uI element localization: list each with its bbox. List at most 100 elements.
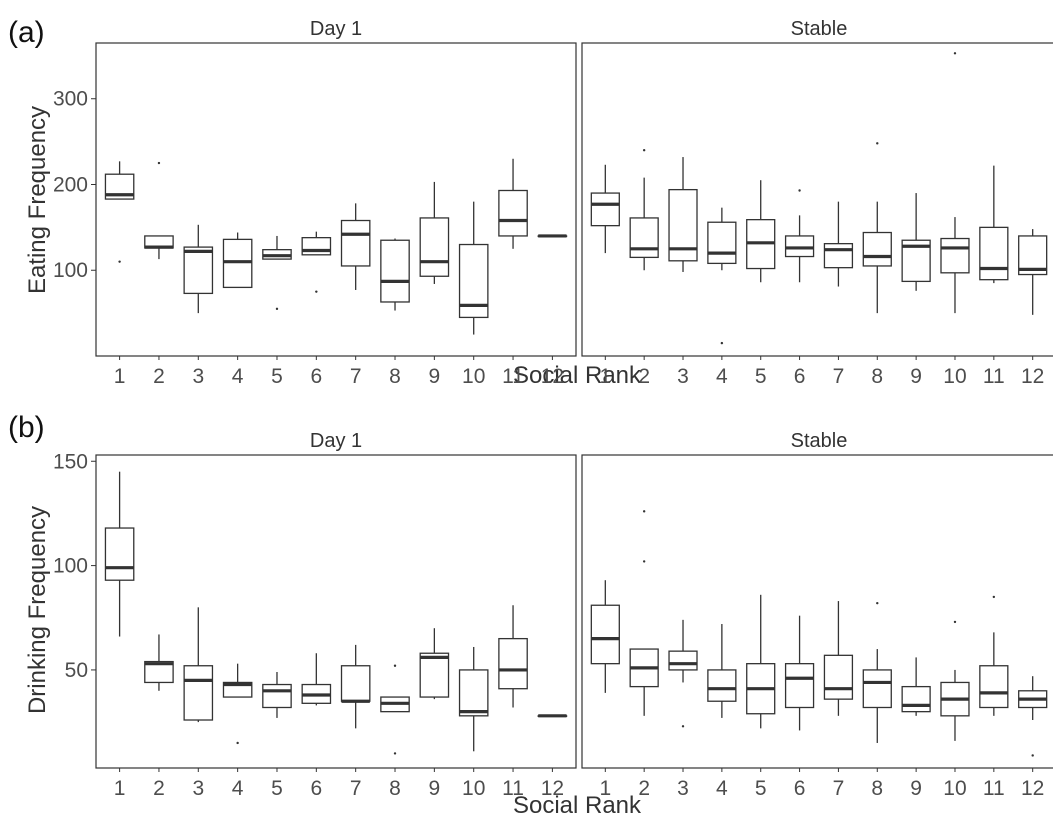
- box-a-stable-10: [940, 52, 970, 314]
- box-b-stable-9: [901, 657, 931, 716]
- box-b-stable-10-outlier-0: [953, 620, 957, 624]
- box-b-stable-4: [707, 624, 737, 718]
- box-b-stable-2-outlier-1: [642, 560, 646, 563]
- box-b-day1-5: [262, 672, 292, 718]
- box-a-stable-6: [784, 189, 815, 283]
- panel-label-a: (a): [8, 16, 45, 49]
- x-tick-label-b-stable-4: 4: [716, 777, 728, 800]
- box-a-stable-8: [862, 142, 892, 314]
- x-tick-label-a-stable-2: 2: [638, 365, 650, 388]
- x-tick-label-b-stable-11: 11: [983, 777, 1005, 800]
- box-b-day1-11: [498, 605, 528, 708]
- box-b-day1-7-iqr: [340, 665, 371, 702]
- box-a-stable-4-outlier-0: [720, 341, 724, 345]
- x-tick-label-a-stable-12: 12: [1021, 365, 1044, 388]
- box-b-stable-7-iqr: [823, 654, 854, 700]
- box-a-day1-6-outlier-0: [315, 290, 318, 293]
- box-b-stable-10: [940, 620, 970, 741]
- box-a-stable-12: [1018, 229, 1048, 315]
- box-a-day1-7-iqr: [340, 219, 371, 267]
- x-tick-label-b-day1-12: 12: [541, 777, 564, 800]
- x-tick-label-b-stable-5: 5: [755, 777, 767, 800]
- box-a-day1-6-iqr: [301, 237, 332, 256]
- box-a-day1-4: [222, 232, 253, 289]
- facet-frame-a-day1: [95, 42, 577, 357]
- x-tick-label-b-day1-4: 4: [232, 777, 244, 800]
- x-tick-label-b-day1-11: 11: [502, 777, 524, 800]
- box-b-stable-6: [784, 615, 815, 731]
- strip-label-b-stable: Stable: [791, 430, 848, 452]
- x-tick-label-b-day1-6: 6: [310, 777, 322, 800]
- x-tick-label-b-stable-6: 6: [794, 777, 806, 800]
- box-a-stable-1: [590, 164, 620, 254]
- box-a-stable-11: [979, 165, 1009, 284]
- box-b-day1-9-iqr: [419, 652, 450, 698]
- x-tick-label-a-stable-8: 8: [871, 365, 883, 388]
- chart-a: (a) Day 1 Stable Eating Frequency Social…: [8, 16, 1053, 389]
- box-b-day1-8-outlier-0: [393, 664, 397, 667]
- box-a-day1-10: [458, 201, 489, 335]
- x-tick-label-a-day1-12: 12: [541, 365, 564, 388]
- x-tick-label-a-stable-10: 10: [943, 365, 966, 388]
- box-a-stable-10-outlier-0: [953, 52, 957, 55]
- strip-label-a-day1: Day 1: [310, 18, 362, 40]
- box-a-stable-8-iqr: [862, 231, 892, 267]
- box-b-stable-9-iqr: [901, 685, 931, 713]
- x-tick-label-a-day1-6: 6: [310, 365, 322, 388]
- box-b-day1-11-iqr: [498, 637, 528, 690]
- x-tick-label-b-stable-3: 3: [677, 777, 689, 800]
- box-a-day1-2-outlier-0: [157, 161, 161, 165]
- box-b-stable-1: [590, 580, 620, 693]
- x-tick-label-a-stable-4: 4: [716, 365, 728, 388]
- box-a-stable-3: [668, 157, 698, 272]
- x-tick-label-a-day1-2: 2: [153, 365, 165, 388]
- x-tick-label-a-day1-7: 7: [350, 365, 362, 388]
- box-b-stable-2: [629, 510, 659, 716]
- x-tick-label-b-day1-7: 7: [350, 777, 362, 800]
- box-a-stable-6-outlier-0: [798, 189, 801, 192]
- box-b-stable-3-outlier-0: [681, 725, 685, 728]
- box-b-stable-11-outlier-0: [992, 595, 996, 599]
- box-a-stable-7-iqr: [823, 243, 854, 269]
- x-tick-label-a-stable-7: 7: [833, 365, 845, 388]
- x-tick-label-a-day1-9: 9: [429, 365, 441, 388]
- box-b-stable-3-iqr: [668, 650, 698, 671]
- x-tick-label-b-day1-10: 10: [462, 777, 485, 800]
- box-b-day1-4: [222, 663, 253, 745]
- strip-label-b-day1: Day 1: [310, 430, 362, 452]
- y-tick-label-a-100: 100: [53, 259, 88, 282]
- box-a-day1-6: [301, 231, 332, 293]
- box-b-day1-7: [340, 644, 371, 729]
- x-tick-label-b-day1-9: 9: [429, 777, 441, 800]
- x-tick-label-b-day1-2: 2: [153, 777, 165, 800]
- x-tick-label-b-day1-1: 1: [114, 777, 126, 800]
- x-tick-label-a-day1-11: 11: [502, 365, 524, 388]
- box-b-day1-2: [144, 634, 174, 691]
- box-b-day1-5-iqr: [262, 683, 292, 709]
- facet-frame-a-stable: [581, 42, 1053, 357]
- x-tick-label-b-day1-8: 8: [389, 777, 401, 800]
- box-b-day1-12: [537, 714, 568, 718]
- box-a-day1-2: [144, 161, 174, 260]
- box-a-stable-6-iqr: [784, 235, 815, 258]
- box-a-stable-8-outlier-0: [876, 142, 879, 145]
- box-a-stable-4: [707, 207, 737, 345]
- y-axis-title-a: Eating Frequency: [24, 106, 51, 294]
- box-b-stable-8: [862, 601, 892, 743]
- box-a-stable-10-iqr: [940, 237, 970, 274]
- x-tick-label-a-day1-5: 5: [271, 365, 283, 388]
- box-a-day1-3: [183, 224, 214, 314]
- box-b-stable-8-iqr: [862, 669, 892, 709]
- x-tick-label-a-day1-1: 1: [114, 365, 126, 388]
- box-a-stable-7: [823, 201, 854, 287]
- x-tick-label-a-stable-1: 1: [599, 365, 611, 388]
- box-b-stable-4-iqr: [707, 669, 737, 702]
- box-b-stable-12-outlier-0: [1031, 754, 1034, 757]
- box-b-day1-3: [183, 607, 214, 723]
- box-b-day1-1: [104, 471, 135, 637]
- box-b-stable-11: [979, 595, 1009, 716]
- x-axis-title-b: Social Rank: [513, 792, 642, 819]
- box-b-stable-5: [746, 594, 776, 729]
- x-tick-label-b-stable-7: 7: [833, 777, 845, 800]
